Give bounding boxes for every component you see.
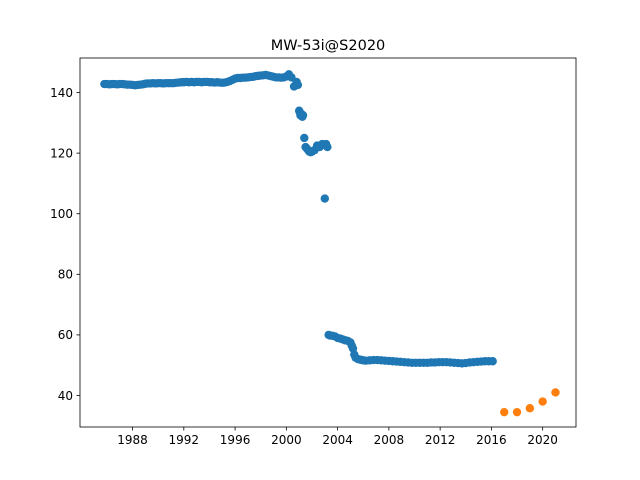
x-tick-label: 2004	[322, 433, 353, 447]
data-point	[300, 133, 309, 143]
axes-frame	[79, 57, 577, 428]
data-point	[323, 142, 332, 152]
y-tick-label: 140	[50, 86, 73, 100]
x-tick-label: 2012	[425, 433, 456, 447]
data-point	[298, 111, 308, 120]
y-tick-label: 120	[50, 146, 73, 160]
x-tick-label: 1992	[169, 433, 200, 447]
y-tick-label: 100	[50, 207, 73, 221]
data-point	[320, 194, 329, 203]
data-point	[512, 407, 522, 417]
data-point	[551, 388, 560, 397]
chart-title: MW-53i@S2020	[271, 38, 386, 54]
x-tick-label: 1988	[117, 433, 148, 447]
x-tick-label: 2008	[374, 433, 405, 447]
data-point	[525, 404, 535, 413]
data-markers	[100, 70, 560, 417]
y-tick-label: 60	[58, 328, 73, 342]
data-point	[500, 407, 509, 417]
x-tick-label: 1996	[220, 433, 251, 447]
x-tick-label: 2000	[271, 433, 302, 447]
data-point	[538, 397, 547, 406]
x-tick-label: 2016	[476, 433, 507, 447]
data-point	[488, 357, 497, 366]
x-tick-label: 2020	[527, 433, 558, 447]
y-tick-label: 80	[58, 268, 73, 282]
axes: 1988 1992 1996 2000 2004 2008 2012 2016 2020 40 60…	[50, 57, 577, 447]
y-tick-label: 40	[58, 389, 73, 403]
data-point	[293, 80, 303, 90]
